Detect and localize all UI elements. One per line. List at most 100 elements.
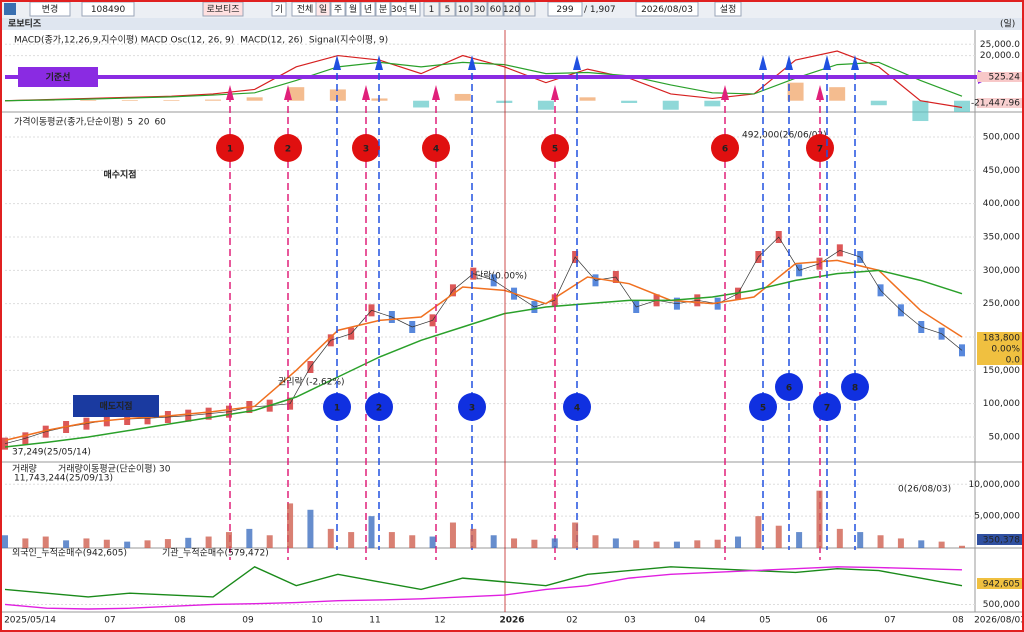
volume-bar (470, 528, 477, 548)
sell-marker-label: 8 (852, 384, 858, 394)
y-tick-label: 20,000.0 (980, 51, 1020, 61)
baseline-label-bg (18, 67, 98, 87)
sell-marker (365, 393, 393, 421)
volume-bar (653, 541, 660, 548)
volume-bar (63, 540, 70, 548)
interval-button: 30 (474, 5, 486, 15)
name-button: 로보티즈 (206, 4, 239, 15)
volume-bar (775, 525, 782, 548)
buy-marker-label: 5 (552, 145, 558, 155)
x-tick-label: 2025/05/14 (4, 616, 56, 626)
ma20-line (4, 259, 963, 442)
foreign-line (4, 566, 963, 598)
volume-bar (511, 538, 518, 548)
price-current: 183,800 (983, 334, 1020, 344)
price-current-bg (977, 354, 1023, 365)
volume-bar (327, 528, 334, 548)
y-tick-label: 500,000 (983, 133, 1020, 143)
buy-arrow (284, 85, 292, 100)
ma60-line (4, 269, 963, 448)
split-annotation: 단락(0.00%) (475, 270, 527, 282)
volume-last: 0(26/08/03) (898, 485, 951, 495)
volume-bar (490, 535, 497, 548)
volume-bar (633, 540, 640, 548)
macd-current: -21,447.96 (971, 99, 1020, 109)
date-input: 2026/08/03 (641, 5, 693, 15)
ma-period: 5 (127, 118, 133, 128)
volume-bar (185, 537, 192, 548)
sell-arrow (851, 55, 859, 70)
total-count: / 1,907 (584, 5, 616, 15)
osc-bar (954, 100, 970, 112)
sell-label: 매도지점 (99, 400, 132, 412)
flow-current: 942,605 (983, 580, 1020, 590)
osc-bar (80, 100, 97, 101)
buy-marker (541, 134, 569, 162)
volume-bar (592, 535, 599, 548)
sell-marker (749, 393, 777, 421)
price-current: 0.0 (1006, 356, 1021, 366)
volume-bar (409, 535, 416, 548)
sell-marker-label: 7 (824, 404, 830, 414)
period-button: 틱 (409, 3, 417, 15)
interval-button: 5 (445, 5, 451, 15)
price-current-bg (977, 332, 1023, 343)
buy-marker-label: 3 (363, 145, 369, 155)
buy-label: 매수지점 (103, 169, 136, 181)
price-legend: 가격이동평균(종가,단순이평) (14, 116, 123, 128)
volume-bar (2, 535, 8, 548)
buy-arrow (551, 85, 559, 100)
interval-button: 60 (490, 5, 502, 15)
flow-legend: 기관_누적순매수(579,472) (162, 547, 269, 559)
sell-marker-label: 4 (574, 404, 580, 414)
macd-legend: MACD(12, 26) (240, 36, 303, 46)
y-tick-label: 350,000 (983, 233, 1020, 243)
y-tick-label: 500,000 (983, 600, 1020, 610)
volume-bar (266, 535, 273, 548)
volume-bar (755, 516, 762, 548)
volume-bar (287, 503, 294, 548)
price-current: 0.00% (991, 345, 1020, 355)
x-tick-label: 08 (952, 616, 964, 626)
volume-bar (103, 539, 110, 548)
sell-arrow (375, 55, 383, 70)
period-button: 30s (391, 5, 407, 15)
macd-current: 525.24 (989, 73, 1021, 83)
count-input: 299 (556, 5, 573, 15)
flow-legend: 외국인_누적순매수(942,605) (12, 547, 127, 559)
volume-max: 11,743,244(25/09/13) (14, 474, 113, 484)
y-tick-label: 50,000 (989, 433, 1021, 443)
volume-bar (388, 532, 395, 548)
osc-bar (579, 97, 596, 101)
volume-legend: 거래량 (12, 463, 37, 475)
sell-marker (563, 393, 591, 421)
y-tick-label: 100,000 (983, 399, 1020, 409)
buy-marker (274, 134, 302, 162)
volume-bar (205, 536, 212, 548)
osc-bar (205, 99, 222, 101)
osc-bar (912, 100, 929, 122)
period-button: 분 (379, 4, 387, 15)
volume-bar (22, 538, 29, 548)
osc-bar (413, 100, 430, 108)
close-line (4, 236, 963, 445)
buy-marker-label: 6 (722, 145, 728, 155)
volume-bar (816, 490, 823, 548)
x-tick-label: 2026/08/03 (974, 616, 1024, 626)
sell-marker-label: 6 (786, 384, 792, 394)
sell-arrow (759, 55, 767, 70)
osc-bar (537, 100, 554, 110)
buy-marker (216, 134, 244, 162)
low-annotation: 37,249(25/05/14) (12, 448, 91, 458)
buy-marker-label: 1 (227, 145, 233, 155)
unit-label: (일) (1000, 19, 1015, 30)
buy-marker (352, 134, 380, 162)
buy-arrow (816, 85, 824, 100)
osc-bar (329, 89, 346, 101)
buy-marker-label: 7 (817, 145, 823, 155)
period-button: 일 (319, 4, 327, 15)
tool-button: 전체 (297, 4, 314, 15)
